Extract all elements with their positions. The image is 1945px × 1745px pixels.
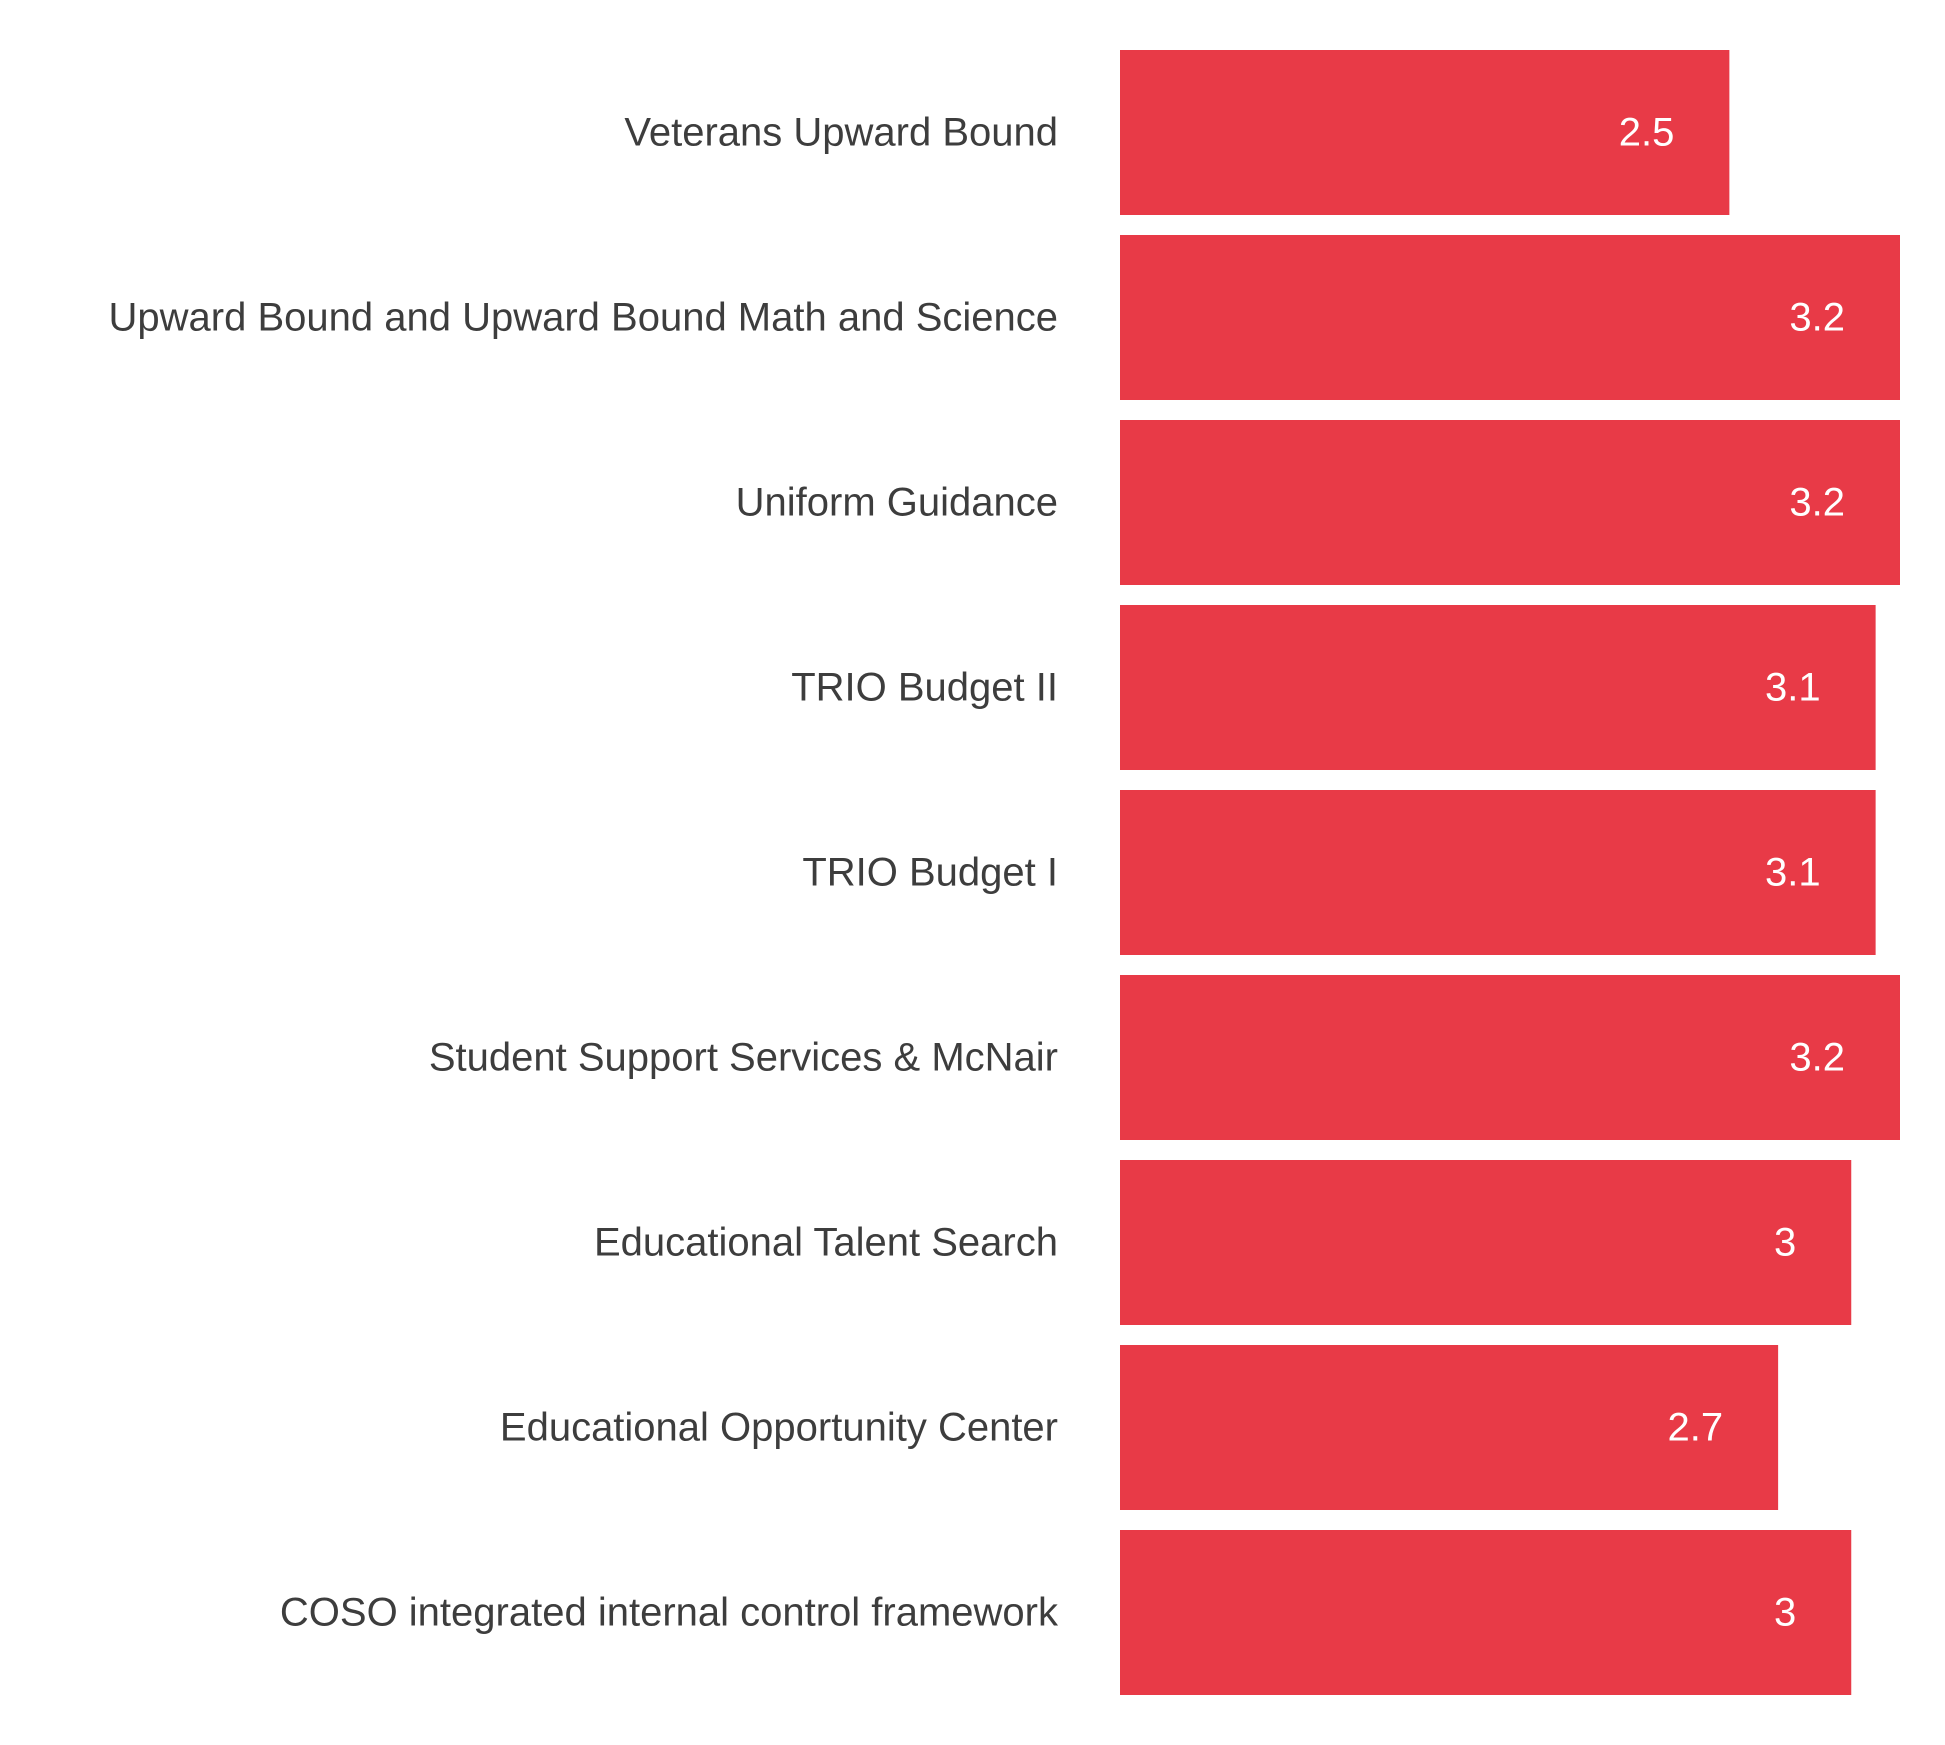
- bar-7: [1120, 1345, 1779, 1510]
- category-label-1: Upward Bound and Upward Bound Math and S…: [109, 296, 1059, 340]
- category-label-5: Student Support Services & McNair: [429, 1036, 1058, 1080]
- bar-0: [1120, 50, 1730, 215]
- value-label-5: 3.2: [1789, 1036, 1845, 1080]
- category-label-6: Educational Talent Search: [594, 1221, 1058, 1265]
- bar-1: [1120, 235, 1900, 400]
- bar-5: [1120, 975, 1900, 1140]
- value-label-4: 3.1: [1765, 851, 1821, 895]
- value-label-3: 3.1: [1765, 666, 1821, 710]
- bar-3: [1120, 605, 1876, 770]
- category-label-3: TRIO Budget II: [791, 666, 1058, 710]
- bar-2: [1120, 420, 1900, 585]
- value-labels-group: 2.5 3.2 3.2 3.1 3.1 3.2 3 2.7 3: [1619, 111, 1845, 1635]
- category-labels-group: Veterans Upward Bound Upward Bound and Up…: [109, 111, 1059, 1635]
- value-label-1: 3.2: [1789, 296, 1845, 340]
- value-label-2: 3.2: [1789, 481, 1845, 525]
- value-label-0: 2.5: [1619, 111, 1675, 155]
- bars-group: [1120, 50, 1900, 1695]
- bar-4: [1120, 790, 1876, 955]
- bar-8: [1120, 1530, 1852, 1695]
- value-label-6: 3: [1774, 1221, 1796, 1265]
- category-label-4: TRIO Budget I: [802, 851, 1058, 895]
- category-label-0: Veterans Upward Bound: [624, 111, 1058, 155]
- category-label-8: COSO integrated internal control framewo…: [280, 1591, 1059, 1635]
- value-label-8: 3: [1774, 1591, 1796, 1635]
- category-label-2: Uniform Guidance: [736, 481, 1058, 525]
- value-label-7: 2.7: [1668, 1406, 1724, 1450]
- category-label-7: Educational Opportunity Center: [500, 1406, 1058, 1450]
- bar-6: [1120, 1160, 1852, 1325]
